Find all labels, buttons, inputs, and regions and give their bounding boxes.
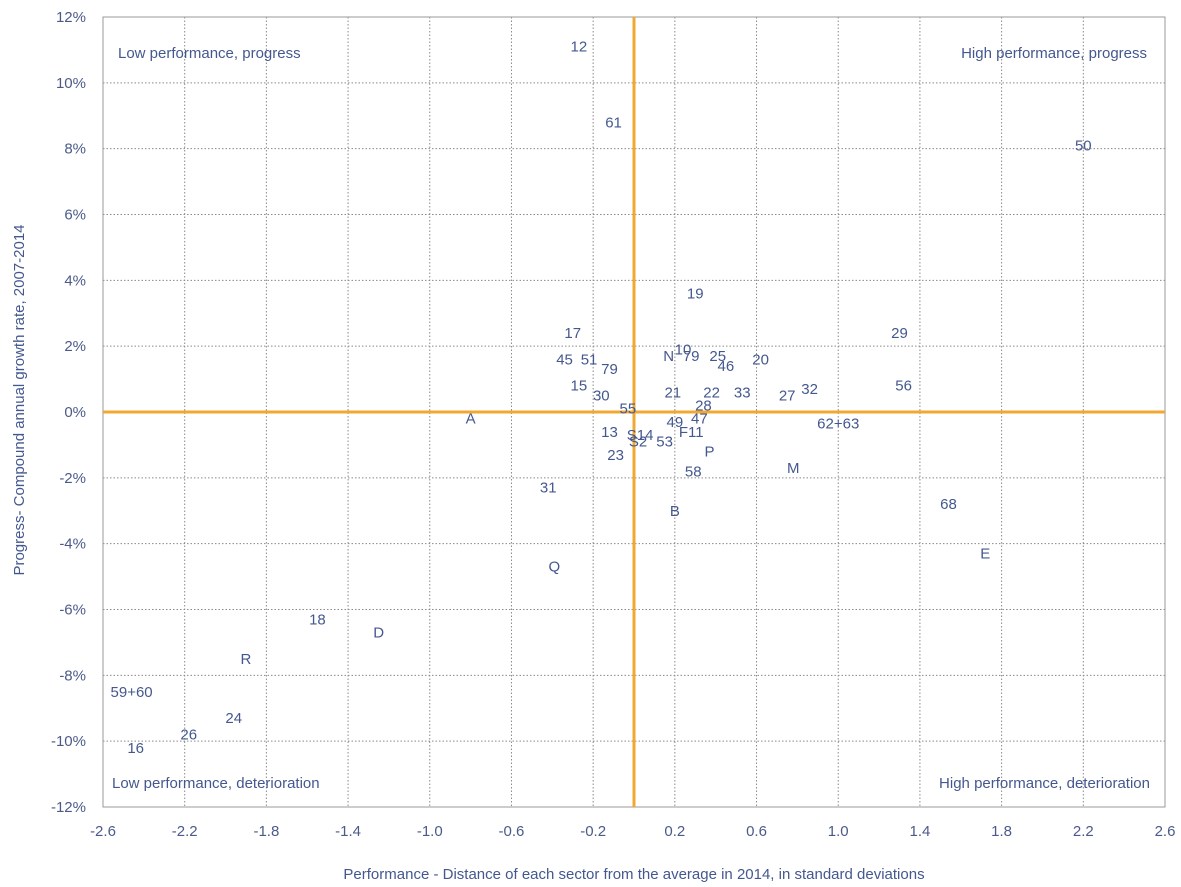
x-tick-label: -1.0 — [417, 823, 443, 840]
y-tick-label: 12% — [56, 9, 86, 26]
x-tick-label: 1.4 — [909, 823, 930, 840]
point-label: R — [241, 651, 252, 668]
y-tick-label: -12% — [51, 799, 86, 816]
point-label: 10 — [675, 341, 692, 358]
point-label: 50 — [1075, 137, 1092, 154]
point-label: 20 — [752, 351, 769, 368]
x-tick-label: 0.6 — [746, 823, 767, 840]
point-label: 46 — [718, 358, 735, 375]
point-label: N — [663, 348, 674, 365]
tick-labels: -2.6 -2.2 -1.8 -1.4 -1.0 -0.6 -0.2 0.2 0.6 1.0 1.4… — [51, 9, 1175, 840]
x-tick-label: -2.6 — [90, 823, 116, 840]
quadrant-label-bottom-right: High performance, deterioration — [939, 775, 1150, 792]
y-tick-label: 8% — [64, 141, 86, 158]
x-tick-label: -0.6 — [499, 823, 525, 840]
point-label: 23 — [607, 447, 624, 464]
y-tick-label: -4% — [59, 536, 86, 553]
y-tick-label: 2% — [64, 338, 86, 355]
point-label: 33 — [734, 384, 751, 401]
x-tick-label: 2.6 — [1155, 823, 1176, 840]
y-tick-label: -6% — [59, 602, 86, 619]
x-tick-label: 2.2 — [1073, 823, 1094, 840]
point-label: 53 — [656, 434, 673, 451]
point-label: A — [466, 411, 476, 428]
y-tick-label: 4% — [64, 272, 86, 289]
y-tick-label: -8% — [59, 667, 86, 684]
quadrant-label-top-right: High performance, progress — [961, 45, 1147, 62]
point-label: 17 — [564, 325, 581, 342]
point-label: 45 — [556, 351, 573, 368]
point-label: 24 — [225, 710, 242, 727]
point-label: 27 — [779, 388, 796, 405]
point-label: S14 — [627, 427, 654, 444]
point-label: 13 — [601, 424, 618, 441]
y-axis-title: Progress- Compound annual growth rate, 2… — [11, 224, 28, 575]
point-label: 79 — [683, 348, 700, 365]
point-label: E — [980, 546, 990, 563]
point-label: 31 — [540, 480, 557, 497]
x-tick-label: -0.2 — [580, 823, 606, 840]
point-label: Q — [549, 559, 561, 576]
x-tick-label: 0.2 — [664, 823, 685, 840]
point-label: 55 — [620, 401, 637, 418]
point-label: 12 — [571, 39, 588, 56]
x-tick-label: -1.4 — [335, 823, 361, 840]
point-label: P — [705, 444, 715, 461]
quadrant-label-top-left: Low performance, progress — [118, 45, 301, 62]
quadrant-label-bottom-left: Low performance, deterioration — [112, 775, 320, 792]
x-axis-title: Performance - Distance of each sector fr… — [343, 866, 924, 883]
point-label: 19 — [687, 286, 704, 303]
y-tick-label: -10% — [51, 733, 86, 750]
x-tick-label: 1.8 — [991, 823, 1012, 840]
point-label: S2 — [629, 434, 647, 451]
point-label: 51 — [581, 351, 598, 368]
point-label: D — [373, 625, 384, 642]
point-label: 68 — [940, 496, 957, 513]
y-tick-label: 10% — [56, 75, 86, 92]
point-label: 22 — [703, 384, 720, 401]
point-label: 21 — [664, 384, 681, 401]
point-label: 58 — [685, 463, 702, 480]
point-label: 26 — [180, 727, 197, 744]
point-label: 47 — [691, 411, 708, 428]
point-label: 15 — [571, 378, 588, 395]
point-label: 56 — [895, 378, 912, 395]
point-label: 29 — [891, 325, 908, 342]
point-label: 18 — [309, 611, 326, 628]
point-label: 79 — [601, 361, 618, 378]
point-label: M — [787, 460, 800, 477]
point-label: B — [670, 503, 680, 520]
point-label: 49 — [667, 414, 684, 431]
point-label: 25 — [709, 348, 726, 365]
point-label: 28 — [695, 397, 712, 414]
reference-lines — [103, 17, 1165, 807]
point-label: 62+63 — [817, 416, 859, 433]
y-tick-label: 0% — [64, 404, 86, 421]
point-label: 59+60 — [111, 684, 153, 701]
point-label: 16 — [127, 740, 144, 757]
y-tick-label: -2% — [59, 470, 86, 487]
x-tick-label: -2.2 — [172, 823, 198, 840]
x-tick-label: 1.0 — [828, 823, 849, 840]
point-label: 32 — [801, 381, 818, 398]
x-tick-label: -1.8 — [253, 823, 279, 840]
y-tick-label: 6% — [64, 207, 86, 224]
point-label: 61 — [605, 114, 622, 131]
point-label: 30 — [593, 388, 610, 405]
point-label: F11 — [679, 424, 704, 441]
